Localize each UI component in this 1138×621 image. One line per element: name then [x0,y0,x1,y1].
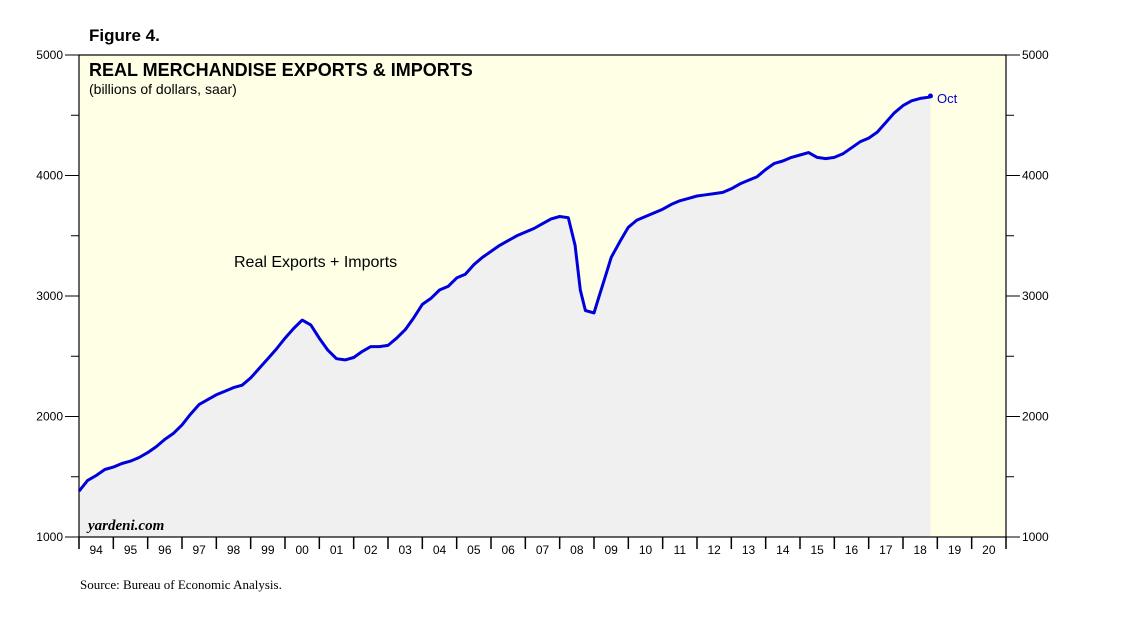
series-line [77,94,932,493]
x-tick-label: 20 [982,543,996,557]
x-tick-label: 02 [364,543,378,557]
source-note: Source: Bureau of Economic Analysis. [80,577,282,592]
brand-watermark: yardeni.com [86,518,164,534]
x-tick-label: 17 [879,543,893,557]
chart-title: REAL MERCHANDISE EXPORTS & IMPORTS [89,60,473,80]
y-tick-label-right: 3000 [1022,289,1049,303]
y-tick-label-left: 5000 [36,48,63,62]
x-tick-label: 07 [536,543,550,557]
x-tick-label: 95 [124,543,138,557]
figure-label: Figure 4. [89,26,160,45]
chart-subtitle: (billions of dollars, saar) [89,81,237,97]
x-tick-label: 08 [570,543,584,557]
x-tick-label: 01 [330,543,344,557]
x-tick-label: 09 [604,543,618,557]
series-label: Real Exports + Imports [234,254,397,271]
x-tick-label: 13 [742,543,756,557]
y-tick-label-right: 1000 [1022,530,1049,544]
x-tick-label: 94 [89,543,103,557]
x-tick-label: 04 [433,543,447,557]
end-point [927,93,933,99]
x-tick-label: 15 [810,543,824,557]
x-tick-label: 16 [845,543,859,557]
x-tick-label: 98 [227,543,241,557]
y-tick-label-left: 1000 [36,530,63,544]
x-tick-label: 19 [948,543,962,557]
shaded-area [79,96,931,537]
x-tick-label: 05 [467,543,481,557]
y-tick-label-right: 5000 [1022,48,1049,62]
x-tick-label: 12 [707,543,721,557]
x-tick-label: 00 [295,543,309,557]
y-tick-label-right: 4000 [1022,169,1049,183]
x-tick-label: 14 [776,543,790,557]
y-tick-label-left: 4000 [36,169,63,183]
x-tick-label: 99 [261,543,275,557]
y-tick-label-left: 2000 [36,410,63,424]
x-tick-label: 11 [674,543,687,557]
x-tick-label: 06 [501,543,515,557]
y-tick-label-right: 2000 [1022,410,1049,424]
x-tick-label: 10 [639,543,653,557]
x-tick-label: 97 [192,543,206,557]
end-label: Oct [937,91,958,106]
x-tick-label: 18 [913,543,927,557]
x-tick-label: 03 [398,543,412,557]
x-tick-label: 96 [158,543,172,557]
y-tick-label-left: 3000 [36,289,63,303]
